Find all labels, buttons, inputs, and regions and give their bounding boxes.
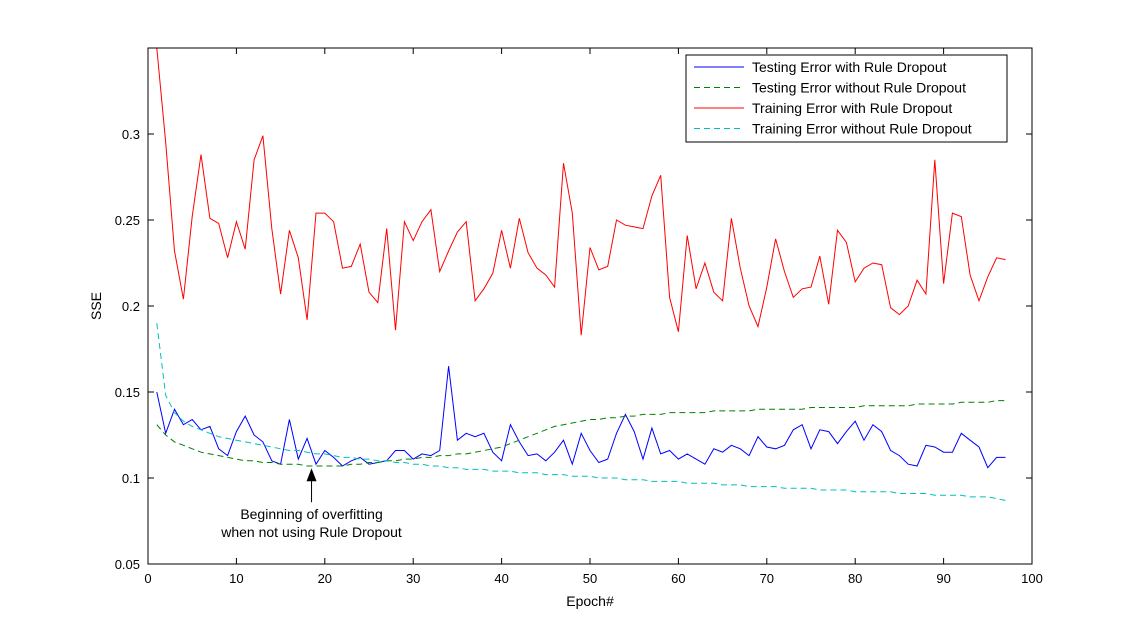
y-tick-label: 0.15 xyxy=(115,385,140,400)
x-tick-label: 100 xyxy=(1021,571,1043,586)
annotation-text: Beginning of overfitting xyxy=(240,506,382,522)
x-axis-label: Epoch# xyxy=(566,593,614,609)
x-tick-label: 20 xyxy=(318,571,332,586)
legend-label: Training Error with Rule Dropout xyxy=(752,100,952,116)
legend-label: Training Error without Rule Dropout xyxy=(752,121,972,137)
x-tick-label: 0 xyxy=(144,571,151,586)
x-tick-label: 60 xyxy=(671,571,685,586)
annotation-arrow-head xyxy=(306,468,317,482)
legend-label: Testing Error without Rule Dropout xyxy=(752,80,966,96)
series-line-1 xyxy=(156,366,1006,469)
y-axis-label: SSE xyxy=(88,292,104,320)
x-tick-label: 30 xyxy=(406,571,420,586)
y-tick-label: 0.25 xyxy=(115,213,140,228)
y-tick-label: 0.3 xyxy=(122,127,140,142)
annotation-text: when not using Rule Dropout xyxy=(220,524,402,540)
x-tick-label: 90 xyxy=(936,571,950,586)
legend: Testing Error with Rule Dropout Testing E… xyxy=(685,54,1008,143)
legend-label: Testing Error with Rule Dropout xyxy=(752,59,947,75)
x-tick-label: 50 xyxy=(583,571,597,586)
legend-box xyxy=(685,54,1008,143)
x-tick-label: 80 xyxy=(848,571,862,586)
y-tick-label: 0.1 xyxy=(122,471,140,486)
annotation-layer: Beginning of overfitting when not using R… xyxy=(220,468,402,540)
series-layer xyxy=(156,47,1006,501)
y-tick-label: 0.05 xyxy=(115,557,140,572)
y-tick-label: 0.2 xyxy=(122,299,140,314)
x-tick-label: 40 xyxy=(494,571,508,586)
series-line-3 xyxy=(156,47,1006,336)
x-tick-label: 10 xyxy=(229,571,243,586)
series-line-2 xyxy=(156,400,1006,467)
series-line-4 xyxy=(156,323,1006,501)
tick-layer: 0 10 20 30 40 50 60 70 80 90 100 0.05 0.1 0.15 0.2 0.25… xyxy=(115,48,1043,586)
x-tick-label: 70 xyxy=(760,571,774,586)
